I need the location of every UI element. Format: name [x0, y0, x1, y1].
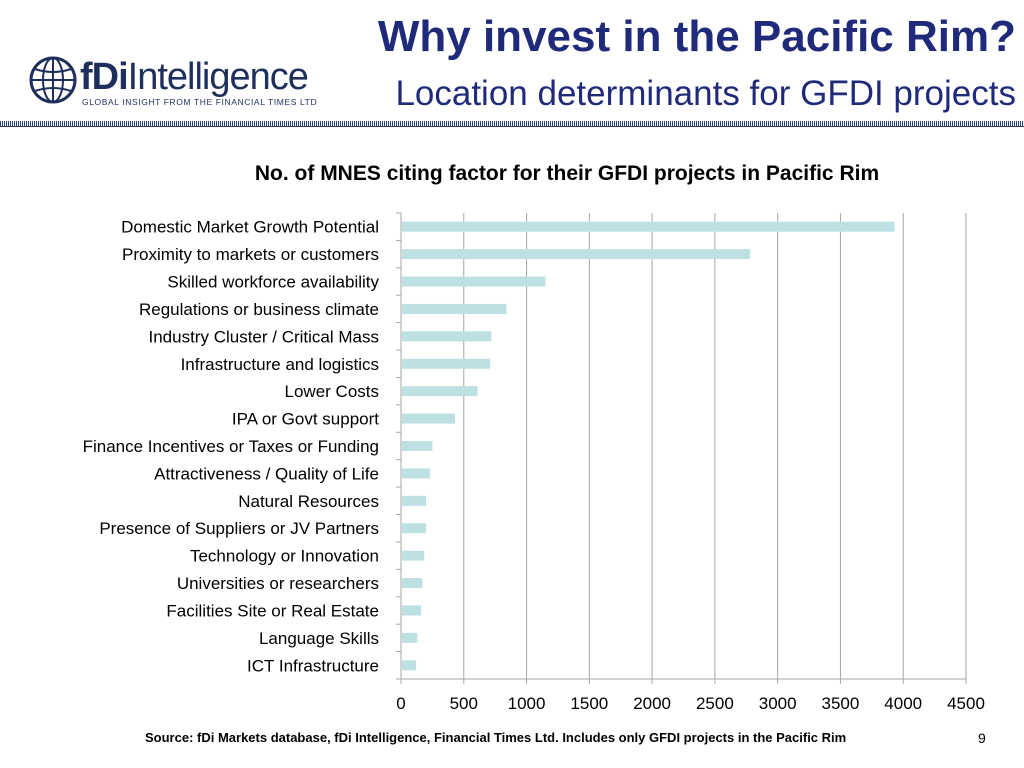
bar [402, 276, 546, 287]
page-number: 9 [978, 730, 986, 746]
x-tick-label: 3000 [759, 694, 797, 713]
bar [402, 441, 433, 451]
bar [402, 468, 430, 479]
x-tick-label: 500 [450, 694, 478, 713]
bar [402, 660, 417, 671]
logo-wordmark: fDiIntelligence [80, 56, 309, 98]
x-tick-label: 3500 [822, 694, 860, 713]
globe-icon [29, 56, 77, 104]
header-divider-line [0, 126, 1024, 127]
category-label: Regulations or business climate [139, 300, 379, 319]
category-label: Facilities Site or Real Estate [166, 601, 379, 620]
bar [402, 303, 507, 314]
fdi-intelligence-logo: fDiIntelligence GLOBAL INSIGHT FROM THE … [28, 55, 317, 115]
x-tick-label: 2000 [633, 694, 671, 713]
x-tick-label: 4000 [884, 694, 922, 713]
bar [402, 386, 478, 397]
logo-tagline: GLOBAL INSIGHT FROM THE FINANCIAL TIMES … [82, 97, 318, 107]
bar [402, 413, 455, 424]
category-label: Proximity to markets or customers [122, 245, 379, 264]
category-label: ICT Infrastructure [247, 656, 379, 675]
bar [402, 331, 492, 342]
category-label: Infrastructure and logistics [181, 355, 379, 374]
chart-title: No. of MNES citing factor for their GFDI… [254, 162, 880, 185]
x-tick-label: 4500 [947, 694, 985, 713]
bar [402, 578, 423, 589]
x-tick-label: 1000 [508, 694, 546, 713]
bar [402, 249, 751, 260]
category-label: Domestic Market Growth Potential [121, 218, 379, 237]
category-label: Skilled workforce availability [167, 273, 379, 292]
bar [402, 358, 491, 369]
category-label: Industry Cluster / Critical Mass [149, 327, 380, 346]
bar [402, 495, 427, 506]
bar [402, 605, 422, 616]
bar [402, 523, 427, 534]
x-tick-label: 0 [396, 694, 405, 713]
category-label: Universities or researchers [177, 574, 379, 593]
bar [402, 221, 895, 232]
slide-subtitle: Location determinants for GFDI projects [395, 74, 1016, 113]
chart-title-wrap: No. of MNES citing factor for their GFDI… [0, 162, 1024, 186]
category-label: Language Skills [259, 629, 379, 648]
header-divider [0, 121, 1024, 127]
x-tick-label: 2500 [696, 694, 734, 713]
bar [402, 550, 425, 561]
category-label: Presence of Suppliers or JV Partners [99, 519, 379, 538]
slide-title: Why invest in the Pacific Rim? [377, 12, 1016, 61]
category-label: IPA or Govt support [232, 410, 379, 429]
category-label: Attractiveness / Quality of Life [154, 464, 379, 483]
category-label: Technology or Innovation [190, 547, 379, 566]
category-label: Natural Resources [238, 492, 379, 511]
bar [402, 632, 418, 643]
source-note: Source: fDi Markets database, fDi Intell… [145, 730, 847, 745]
category-label: Finance Incentives or Taxes or Funding [83, 437, 379, 456]
x-tick-label: 1500 [570, 694, 608, 713]
category-label: Lower Costs [285, 382, 379, 401]
